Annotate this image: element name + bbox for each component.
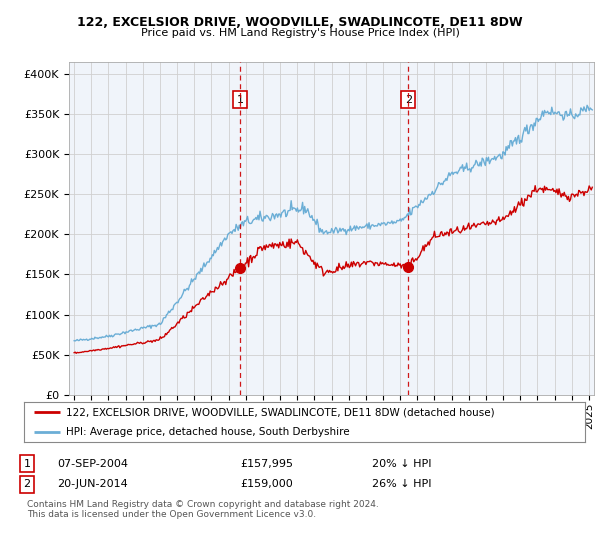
Text: 2: 2 — [23, 479, 31, 489]
Text: Contains HM Land Registry data © Crown copyright and database right 2024.: Contains HM Land Registry data © Crown c… — [27, 500, 379, 508]
Text: 2: 2 — [404, 95, 412, 105]
Text: £157,995: £157,995 — [240, 459, 293, 469]
Text: 26% ↓ HPI: 26% ↓ HPI — [372, 479, 431, 489]
Text: HPI: Average price, detached house, South Derbyshire: HPI: Average price, detached house, Sout… — [66, 427, 350, 437]
Text: Price paid vs. HM Land Registry's House Price Index (HPI): Price paid vs. HM Land Registry's House … — [140, 28, 460, 38]
Text: 122, EXCELSIOR DRIVE, WOODVILLE, SWADLINCOTE, DE11 8DW: 122, EXCELSIOR DRIVE, WOODVILLE, SWADLIN… — [77, 16, 523, 29]
Text: 20-JUN-2014: 20-JUN-2014 — [57, 479, 128, 489]
Text: £159,000: £159,000 — [240, 479, 293, 489]
Text: 1: 1 — [23, 459, 31, 469]
Text: This data is licensed under the Open Government Licence v3.0.: This data is licensed under the Open Gov… — [27, 510, 316, 519]
Text: 07-SEP-2004: 07-SEP-2004 — [57, 459, 128, 469]
Text: 20% ↓ HPI: 20% ↓ HPI — [372, 459, 431, 469]
Text: 122, EXCELSIOR DRIVE, WOODVILLE, SWADLINCOTE, DE11 8DW (detached house): 122, EXCELSIOR DRIVE, WOODVILLE, SWADLIN… — [66, 407, 494, 417]
Text: 1: 1 — [237, 95, 244, 105]
